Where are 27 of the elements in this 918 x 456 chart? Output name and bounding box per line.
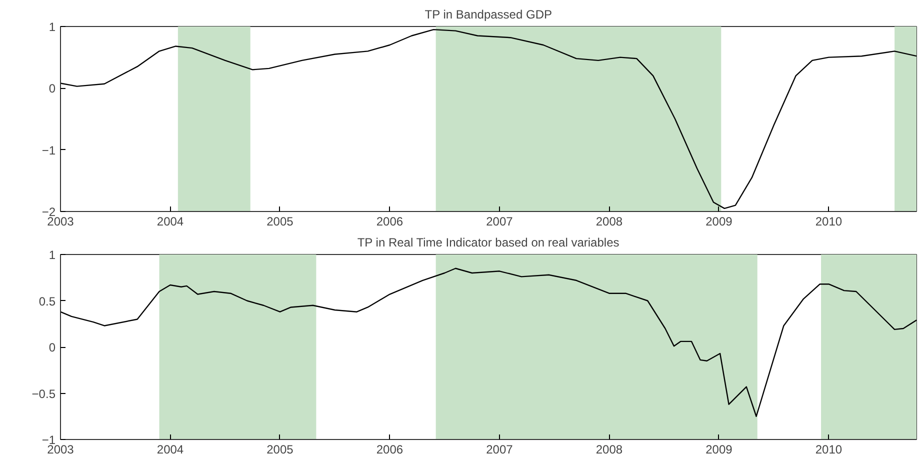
- x-tick-label: 2005: [266, 214, 294, 228]
- x-tick-label: 2008: [596, 214, 623, 228]
- y-tick-label: −1: [42, 143, 56, 158]
- x-tick-label: 2004: [156, 214, 184, 228]
- x-tick-label: 2009: [706, 214, 733, 228]
- y-tick-label: 0: [48, 82, 56, 96]
- x-tick-label: 2009: [706, 442, 733, 456]
- x-tick-label: 2010: [815, 442, 842, 456]
- chart-title: TP in Bandpassed GDP: [424, 8, 552, 22]
- x-tick-label: 2010: [815, 214, 842, 228]
- x-tick-label: 2007: [486, 214, 514, 228]
- y-tick-label: 1: [48, 20, 56, 34]
- line-series: [60, 268, 916, 417]
- y-tick-label: 0: [48, 340, 56, 354]
- x-tick-label: 2005: [266, 442, 294, 456]
- x-tick-label: 2004: [156, 442, 184, 456]
- x-tick-label: 2003: [47, 214, 74, 228]
- chart-title: TP in Real Time Indicator based on real variables: [357, 236, 620, 250]
- x-tick-label: 2006: [376, 442, 404, 456]
- x-tick-label: 2007: [486, 442, 514, 456]
- y-tick-label: 0.5: [38, 294, 56, 308]
- y-tick-label: 1: [48, 248, 56, 262]
- x-tick-label: 2008: [596, 442, 623, 456]
- x-tick-label: 2003: [47, 442, 74, 456]
- y-tick-label: −0.5: [32, 386, 56, 401]
- x-tick-label: 2006: [376, 214, 404, 228]
- line-series: [60, 28, 916, 210]
